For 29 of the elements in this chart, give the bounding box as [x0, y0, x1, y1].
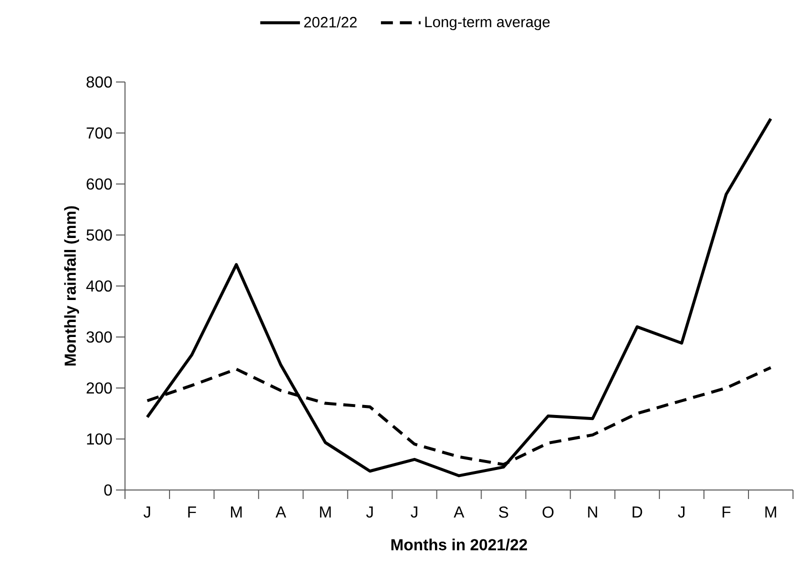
x-tick-label: A	[454, 506, 464, 518]
x-tick-label: J	[366, 506, 373, 518]
x-tick-label: J	[678, 506, 684, 518]
legend-label: Long-term average	[425, 16, 550, 30]
x-tick-label: J	[410, 506, 418, 518]
x-tick-label: D	[632, 506, 642, 518]
x-tick-label: M	[765, 506, 776, 518]
y-tick-label: 100	[87, 433, 112, 445]
y-tick-label: 300	[86, 331, 112, 343]
y-tick-label: 700	[86, 127, 112, 139]
x-tick-label: A	[276, 506, 286, 518]
y-tick-label: 600	[86, 178, 112, 190]
y-tick-label: 200	[86, 382, 112, 394]
x-tick-label: M	[320, 506, 331, 518]
y-axis-title: Monthly rainfall (mm)	[64, 206, 80, 366]
y-tick-label: 500	[86, 229, 112, 241]
x-tick-label: M	[231, 506, 242, 518]
x-tick-label: S	[498, 506, 508, 518]
x-tick-label: F	[188, 506, 196, 518]
x-tick-label: F	[722, 506, 730, 518]
x-axis-title: Months in 2021/22	[391, 538, 527, 551]
y-tick-label: 800	[86, 76, 112, 88]
x-tick-label: O	[542, 506, 554, 518]
line-series	[146, 117, 772, 478]
x-tick-label: N	[588, 506, 598, 518]
legend-label: 2021/22	[304, 16, 357, 28]
x-tick-label: J	[144, 506, 150, 518]
y-tick-label: 0	[104, 484, 112, 496]
y-tick-label: 400	[86, 280, 112, 292]
